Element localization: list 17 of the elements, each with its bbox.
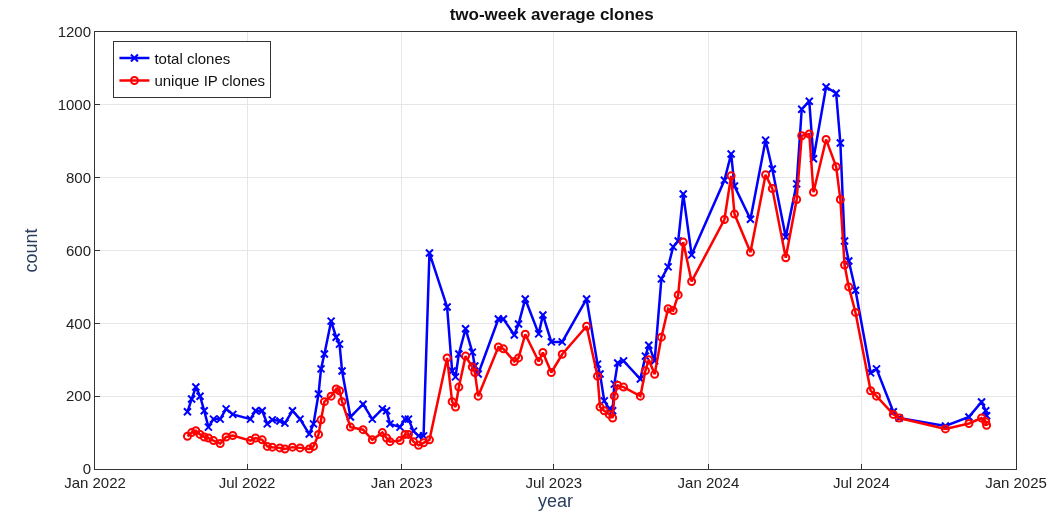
- y-tick-label: 1000: [57, 96, 91, 114]
- y-tick-label: 200: [65, 387, 91, 405]
- x-tick-label: Jan 2023: [370, 474, 433, 491]
- y-tick-label: 600: [65, 241, 91, 259]
- x-tick-label: Jan 2024: [677, 474, 740, 491]
- y-tick-label: 400: [65, 314, 91, 332]
- y-tick-label: 1200: [57, 23, 91, 41]
- legend-label: total clones: [154, 49, 231, 67]
- x-tick-label: Jul 2022: [218, 474, 276, 491]
- legend-label: unique IP clones: [154, 72, 266, 90]
- y-tick-label: 800: [65, 168, 91, 186]
- x-tick-label: Jul 2024: [833, 474, 890, 491]
- chart-title: two-week average clones: [449, 4, 654, 24]
- x-axis-title: year: [537, 491, 574, 512]
- y-axis-title: count: [20, 228, 41, 273]
- x-tick-label: Jan 2025: [985, 474, 1047, 491]
- x-tick-label: Jul 2023: [525, 474, 583, 491]
